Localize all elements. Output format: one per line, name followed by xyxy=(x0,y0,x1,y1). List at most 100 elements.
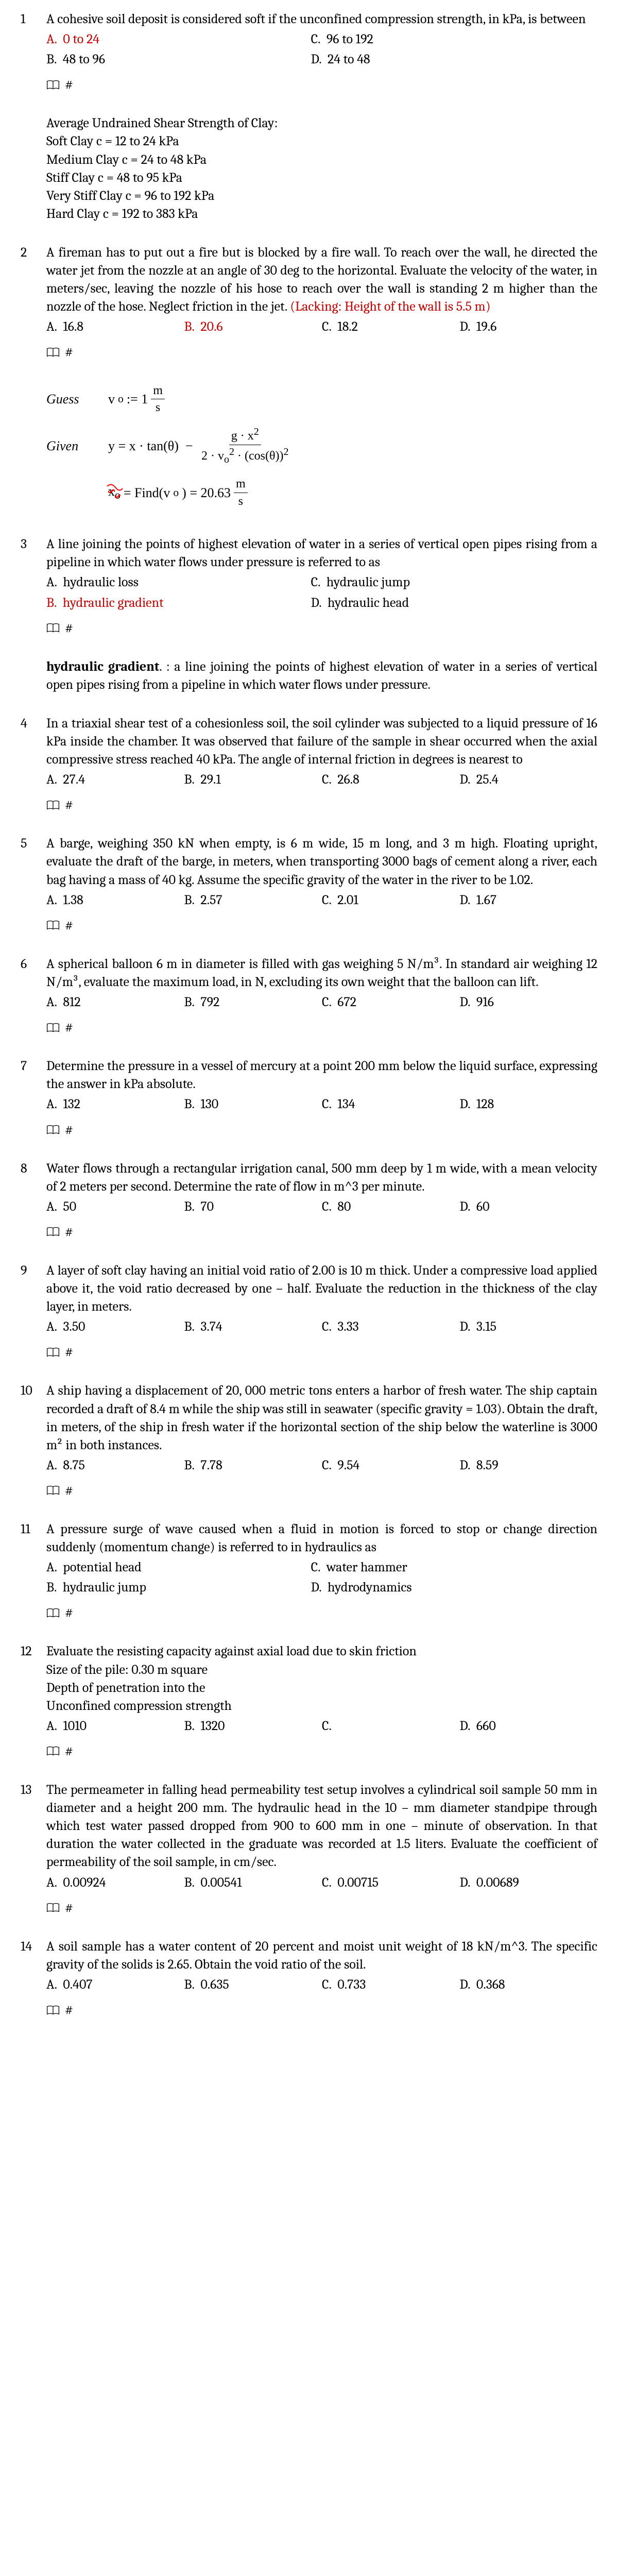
extra-line: Unconfined compression strength xyxy=(46,1697,597,1715)
question-body: Evaluate the resisting capacity against … xyxy=(46,1642,597,1735)
note-line: Stiff Clay c = 48 to 95 kPa xyxy=(46,169,597,187)
option-A: A. 132 xyxy=(46,1095,184,1113)
question-text: A cohesive soil deposit is considered so… xyxy=(46,11,586,27)
question-9: 9A layer of soft clay having an initial … xyxy=(21,1262,597,1336)
book-hash-marker: # xyxy=(46,1482,597,1500)
question-number: 10 xyxy=(21,1382,46,1474)
option-A: A. 0.00924 xyxy=(46,1874,184,1892)
option-C: C. 0.733 xyxy=(322,1976,460,1994)
question-body: A cohesive soil deposit is considered so… xyxy=(46,10,597,69)
option-B: B. 0.00541 xyxy=(184,1874,322,1892)
option-B: B. 48 to 96 xyxy=(46,50,311,69)
option-A: A. 3.50 xyxy=(46,1318,184,1336)
lacking-note: (Lacking: Height of the wall is 5.5 m) xyxy=(290,299,490,314)
note-block: Average Undrained Shear Strength of Clay… xyxy=(46,114,597,223)
question-number: 5 xyxy=(21,835,46,909)
question-text: A ship having a displacement of 20, 000 … xyxy=(46,1383,597,1452)
option-B: B. 29.1 xyxy=(184,771,322,789)
options-row: A. 0.407B. 0.635C. 0.733D. 0.368 xyxy=(46,1976,597,1994)
book-hash-marker: # xyxy=(46,796,597,814)
option-C: C. 26.8 xyxy=(322,771,460,789)
options-row: A. hydraulic lossC. hydraulic jump xyxy=(46,573,597,591)
option-C: C. 672 xyxy=(322,993,460,1011)
question-body: A line joining the points of highest ele… xyxy=(46,535,597,612)
question-4: 4In a triaxial shear test of a cohesionl… xyxy=(21,715,597,789)
question-body: In a triaxial shear test of a cohesionle… xyxy=(46,715,597,789)
book-hash-marker: # xyxy=(46,1223,597,1241)
book-hash-marker: # xyxy=(46,917,597,935)
options-row: A. 1010B. 1320C. D. 660 xyxy=(46,1717,597,1735)
option-B: B. hydraulic jump xyxy=(46,1579,311,1597)
option-C: C. water hammer xyxy=(311,1558,576,1577)
option-B: B. 130 xyxy=(184,1095,322,1113)
question-text: A pressure surge of wave caused when a f… xyxy=(46,1521,597,1555)
book-hash-marker: # xyxy=(46,1604,597,1622)
hash-text: # xyxy=(65,2001,73,2019)
question-number: 3 xyxy=(21,535,46,612)
book-hash-marker: # xyxy=(46,619,597,637)
question-text: A layer of soft clay having an initial v… xyxy=(46,1263,597,1314)
question-13: 13The permeameter in falling head permea… xyxy=(21,1781,597,1892)
question-number: 2 xyxy=(21,244,46,336)
question-number: 4 xyxy=(21,715,46,789)
options-row: A. 27.4B. 29.1C. 26.8D. 25.4 xyxy=(46,771,597,789)
question-number: 13 xyxy=(21,1781,46,1892)
option-D: D. 916 xyxy=(460,993,598,1011)
option-A: A. potential head xyxy=(46,1558,311,1577)
book-hash-marker: # xyxy=(46,76,597,94)
guess-label: Guess xyxy=(46,390,108,408)
book-hash-marker: # xyxy=(46,2001,597,2019)
option-C: C. 80 xyxy=(322,1198,460,1216)
option-A: A. 27.4 xyxy=(46,771,184,789)
question-text: A soil sample has a water content of 20 … xyxy=(46,1939,597,1972)
question-text: Water flows through a rectangular irriga… xyxy=(46,1161,597,1194)
option-A: A. 16.8 xyxy=(46,318,184,336)
option-A: A. 0.407 xyxy=(46,1976,184,1994)
options-row: A. 50B. 70C. 80D. 60 xyxy=(46,1198,597,1216)
hash-text: # xyxy=(65,1019,73,1037)
option-A: A. 8.75 xyxy=(46,1456,184,1475)
options-row: A. 1.38B. 2.57C. 2.01D. 1.67 xyxy=(46,891,597,909)
option-B: B. 70 xyxy=(184,1198,322,1216)
question-text: A spherical balloon 6 m in diameter is f… xyxy=(46,956,597,990)
question-10: 10A ship having a displacement of 20, 00… xyxy=(21,1382,597,1474)
question-number: 9 xyxy=(21,1262,46,1336)
question-text: A barge, weighing 350 kN when empty, is … xyxy=(46,836,597,887)
hash-text: # xyxy=(65,1604,73,1622)
option-D: D. 0.00689 xyxy=(460,1874,598,1892)
question-8: 8Water flows through a rectangular irrig… xyxy=(21,1160,597,1216)
option-D: D. 19.6 xyxy=(460,318,598,336)
option-B: B. hydraulic gradient xyxy=(46,594,311,612)
book-hash-marker: # xyxy=(46,1742,597,1760)
options-row: A. 8.75B. 7.78C. 9.54D. 8.59 xyxy=(46,1456,597,1475)
option-D: D. 8.59 xyxy=(460,1456,598,1475)
option-A: A. 1.38 xyxy=(46,891,184,909)
option-D: D. 0.368 xyxy=(460,1976,598,1994)
find-result: xo= Find(vo) = 20.63ms xyxy=(108,476,248,510)
book-hash-marker: # xyxy=(46,1121,597,1139)
options-row: B. 48 to 96D. 24 to 48 xyxy=(46,50,597,69)
option-A: A. 0 to 24 xyxy=(46,30,311,48)
trajectory-eq: y = x · tan(θ) − g · x22 · vo2 · (cos(θ)… xyxy=(108,425,290,466)
option-D: D. 24 to 48 xyxy=(311,50,576,69)
option-C: C. 134 xyxy=(322,1095,460,1113)
option-C: C. 3.33 xyxy=(322,1318,460,1336)
note-line: Soft Clay c = 12 to 24 kPa xyxy=(46,132,597,150)
option-B: B. 7.78 xyxy=(184,1456,322,1475)
question-5: 5A barge, weighing 350 kN when empty, is… xyxy=(21,835,597,909)
option-C: C. 96 to 192 xyxy=(311,30,576,48)
question-body: A pressure surge of wave caused when a f… xyxy=(46,1520,597,1597)
note-line: Average Undrained Shear Strength of Clay… xyxy=(46,114,597,132)
question-12: 12Evaluate the resisting capacity agains… xyxy=(21,1642,597,1735)
option-A: A. 1010 xyxy=(46,1717,184,1735)
hash-text: # xyxy=(65,1742,73,1760)
question-body: A barge, weighing 350 kN when empty, is … xyxy=(46,835,597,909)
option-D: D. 60 xyxy=(460,1198,598,1216)
hash-text: # xyxy=(65,1223,73,1241)
given-label: Given xyxy=(46,437,108,455)
vo-guess: vo := 1ms xyxy=(108,382,165,416)
options-row: B. hydraulic jumpD. hydrodynamics xyxy=(46,1579,597,1597)
question-number: 1 xyxy=(21,10,46,69)
question-body: A layer of soft clay having an initial v… xyxy=(46,1262,597,1336)
option-A: A. 812 xyxy=(46,993,184,1011)
